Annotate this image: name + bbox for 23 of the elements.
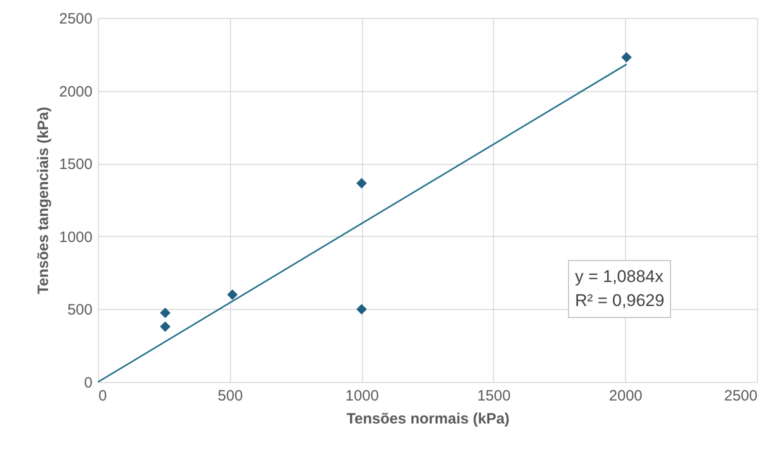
point [160, 308, 170, 318]
point [621, 52, 632, 63]
y-tick-label: 1000 [59, 228, 92, 246]
x-axis-title: Tensões normais (kPa) [346, 410, 510, 428]
point [356, 178, 367, 188]
point [160, 321, 170, 332]
y-tick-label: 2500 [59, 10, 92, 28]
point [227, 289, 238, 300]
x-tick-label: 0 [98, 388, 107, 404]
text-box: y = 1,0884x R² = 0,9629 [568, 260, 672, 318]
x-tick-label: 1000 [345, 388, 379, 404]
annotation: y = 1,0884x [575, 266, 664, 288]
y-tick-label: 1500 [59, 156, 92, 174]
annotation: R² = 0,9629 [575, 290, 664, 312]
y-tick-label: 2000 [59, 83, 92, 100]
y-tick-label: 0 [84, 374, 92, 392]
y-tick-label: 500 [67, 302, 92, 319]
x-tick-label: 1500 [477, 388, 511, 404]
x-tick-label: 2000 [609, 388, 642, 404]
x-tick-label: 2500 [724, 388, 758, 404]
x-tick-label: 500 [218, 388, 243, 404]
point [356, 304, 367, 314]
y-axis-title: Tensões tangenciais (kPa) [35, 106, 52, 294]
